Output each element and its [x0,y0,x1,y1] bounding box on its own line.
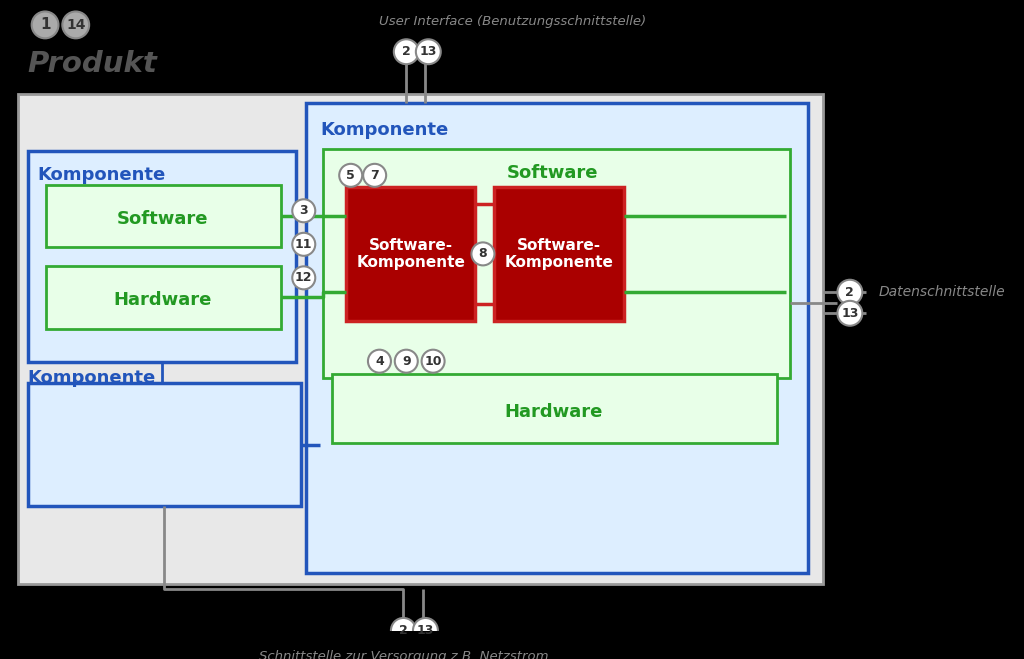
Text: Software-
Komponente: Software- Komponente [356,238,465,270]
Bar [306,103,808,573]
Circle shape [394,40,419,64]
Text: 2: 2 [846,286,854,299]
Text: Hardware: Hardware [114,291,212,309]
Text: Software: Software [507,164,599,182]
Bar [46,185,281,247]
Bar [332,374,777,443]
Circle shape [413,618,438,643]
Text: 9: 9 [402,355,411,368]
Text: 7: 7 [371,169,379,182]
Text: Produkt: Produkt [28,50,158,78]
Text: 2: 2 [401,45,411,58]
Text: Hardware: Hardware [505,403,603,421]
Circle shape [838,301,862,326]
Circle shape [339,164,362,186]
Text: 13: 13 [417,624,434,637]
Text: Komponente: Komponente [28,369,156,387]
Bar [28,152,296,362]
Circle shape [32,11,58,38]
Circle shape [395,350,418,373]
Text: 5: 5 [346,169,355,182]
Text: 10: 10 [424,355,441,368]
Text: 1: 1 [40,17,50,32]
Bar [28,384,301,506]
Text: 2: 2 [399,624,408,637]
Circle shape [422,350,444,373]
Text: Komponente: Komponente [38,166,166,184]
Circle shape [292,233,315,256]
Text: Software-
Komponente: Software- Komponente [505,238,613,270]
Text: User Interface (Benutzungsschnittstelle): User Interface (Benutzungsschnittstelle) [380,15,646,28]
Text: Datenschnittstelle: Datenschnittstelle [879,285,1006,299]
Text: Schnittstelle zur Versorgung z.B. Netzstrom: Schnittstelle zur Versorgung z.B. Netzst… [259,650,548,659]
Circle shape [364,164,386,186]
Circle shape [391,618,416,643]
Text: Komponente: Komponente [321,121,449,138]
Bar [323,148,791,378]
Circle shape [62,11,89,38]
Circle shape [292,266,315,289]
Bar [18,94,823,585]
Text: 3: 3 [299,204,308,217]
Circle shape [292,199,315,222]
Text: Software: Software [117,210,209,228]
Bar [495,186,624,321]
Text: 4: 4 [375,355,384,368]
Circle shape [838,280,862,304]
Circle shape [471,243,495,266]
Circle shape [368,350,391,373]
Circle shape [416,40,440,64]
Bar [346,186,475,321]
Text: 11: 11 [295,238,312,251]
Text: 12: 12 [295,272,312,284]
Bar [46,266,281,329]
Text: 13: 13 [420,45,437,58]
Text: 13: 13 [841,307,858,320]
Text: 14: 14 [66,18,85,32]
Text: 8: 8 [478,247,487,260]
